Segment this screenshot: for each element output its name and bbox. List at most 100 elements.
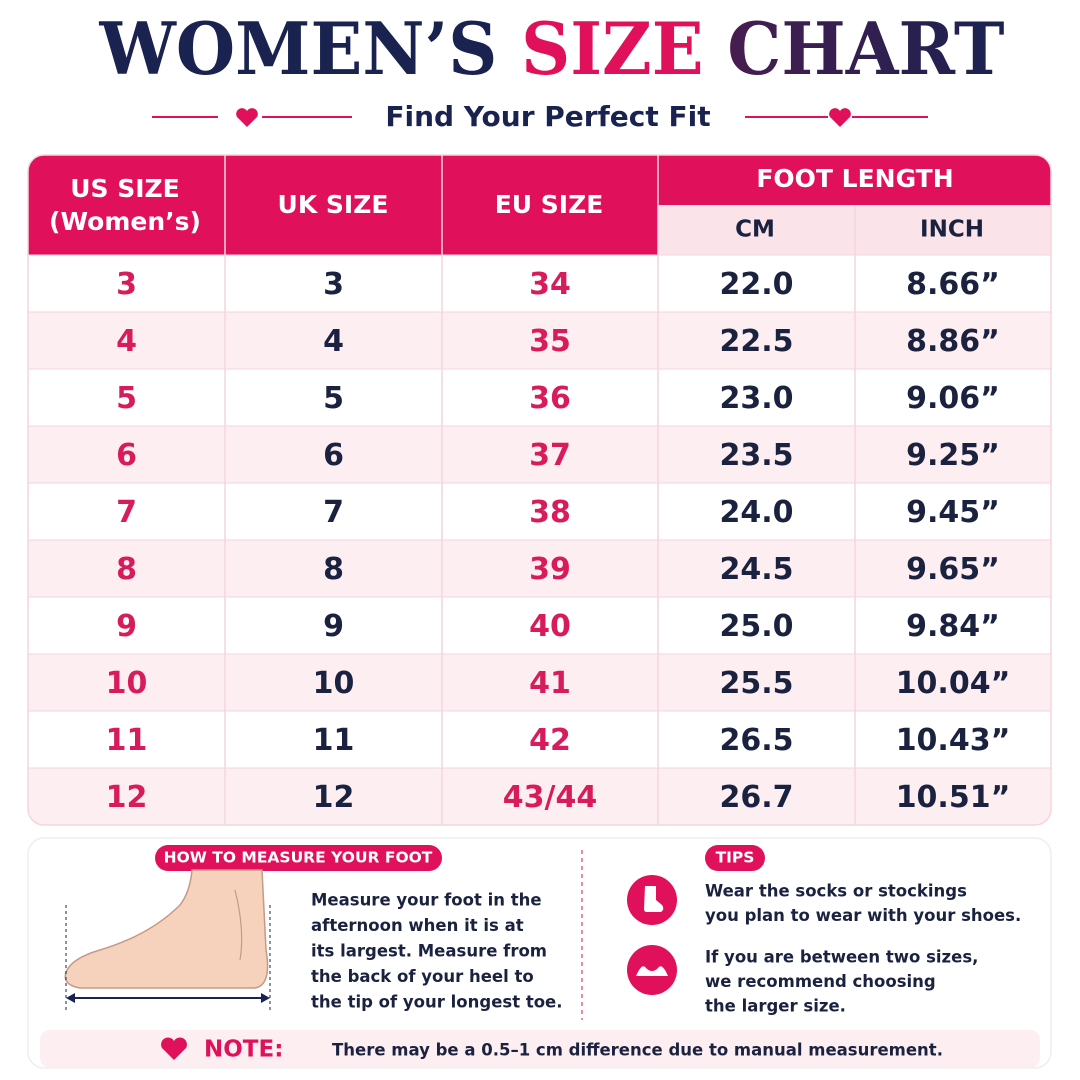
foot-illustration <box>64 869 271 1010</box>
table-row <box>28 768 1051 825</box>
header-cell: EU SIZE <box>495 190 604 219</box>
table-row <box>28 483 1051 540</box>
table-cell: 11 <box>313 723 355 758</box>
header-cell: FOOT LENGTH <box>756 164 953 193</box>
header-cell: UK SIZE <box>278 190 389 219</box>
table-cell: 22.5 <box>719 324 793 359</box>
table-row <box>28 597 1051 654</box>
title-part: CHART <box>727 6 1004 91</box>
note-label: NOTE: <box>204 1037 283 1063</box>
table-cell: 8.66” <box>906 267 1000 302</box>
heart-icon <box>236 108 258 127</box>
table-cell: 40 <box>529 609 571 644</box>
measure-line: its largest. Measure from <box>311 942 547 961</box>
table-cell: 8 <box>116 552 137 587</box>
table-cell: 26.7 <box>719 780 793 815</box>
table-row <box>28 654 1051 711</box>
shoe-icon <box>627 945 677 995</box>
title-part: WOMEN’S <box>99 6 498 91</box>
table-cell: 5 <box>323 381 344 416</box>
table-cell: 36 <box>529 381 571 416</box>
table-cell: 3 <box>323 267 344 302</box>
tip-line: we recommend choosing <box>705 972 936 991</box>
table-cell: 24.0 <box>719 495 793 530</box>
table-cell: 10.04” <box>896 666 1011 701</box>
tip-line: you plan to wear with your shoes. <box>705 906 1021 925</box>
subtitle: Find Your Perfect Fit <box>385 100 710 133</box>
tips-text: Wear the socks or stockings you plan to w… <box>705 882 1021 1016</box>
table-cell: 12 <box>313 780 355 815</box>
header-cell: CM <box>735 217 775 243</box>
table-cell: 8.86” <box>906 324 1000 359</box>
table-cell: 9.45” <box>906 495 1000 530</box>
table-cell: 12 <box>106 780 148 815</box>
label-pill <box>705 845 765 871</box>
title: WOMEN’S SIZE CHART <box>99 6 1005 91</box>
table-cell: 23.0 <box>719 381 793 416</box>
sock-shape <box>644 886 664 912</box>
table-cell: 8 <box>323 552 344 587</box>
table-cell: 41 <box>529 666 571 701</box>
table-cell: 4 <box>116 324 137 359</box>
table-cell: 10.51” <box>896 780 1011 815</box>
tips-label: TIPS <box>716 849 755 867</box>
table-row <box>28 426 1051 483</box>
table-cell: 6 <box>323 438 344 473</box>
table-cell: 10 <box>313 666 355 701</box>
table-cell: 7 <box>116 495 137 530</box>
table-row <box>28 312 1051 369</box>
measure-line: the back of your heel to <box>311 967 534 986</box>
table-cell: 9 <box>116 609 137 644</box>
tip-line: the larger size. <box>705 997 846 1016</box>
table-cell: 3 <box>116 267 137 302</box>
table-cell: 22.0 <box>719 267 793 302</box>
table-cell: 5 <box>116 381 137 416</box>
header-cell: INCH <box>920 217 984 243</box>
heart-icon <box>829 108 851 127</box>
header-cell: (Women’s) <box>49 207 201 236</box>
measure-line: the tip of your longest toe. <box>311 993 563 1012</box>
table-cell: 9.65” <box>906 552 1000 587</box>
table-cell: 10 <box>106 666 148 701</box>
title-part: SIZE <box>521 6 704 91</box>
label-pill <box>155 845 442 871</box>
measure-text: Measure your foot in the afternoon when i… <box>311 891 563 1012</box>
table-cell: 25.0 <box>719 609 793 644</box>
table-cell: 10.43” <box>896 723 1011 758</box>
tip-line: If you are between two sizes, <box>705 948 978 967</box>
table-row <box>28 255 1051 312</box>
table-cell: 9 <box>323 609 344 644</box>
header-cell: US SIZE <box>70 174 180 203</box>
table-border <box>27 154 1052 826</box>
table-cell: 7 <box>323 495 344 530</box>
table-row <box>28 369 1051 426</box>
table-cell: 9.06” <box>906 381 1000 416</box>
table-cell: 24.5 <box>719 552 793 587</box>
measure-line: afternoon when it is at <box>311 916 524 935</box>
table-row <box>28 711 1051 768</box>
table-cell: 9.25” <box>906 438 1000 473</box>
table-cell: 39 <box>529 552 571 587</box>
shoe-shape <box>636 966 668 976</box>
table-cell: 35 <box>529 324 571 359</box>
table-cell: 42 <box>529 723 571 758</box>
table-cell: 9.84” <box>906 609 1000 644</box>
note-bar <box>40 1030 1040 1068</box>
measure-line: Measure your foot in the <box>311 891 542 910</box>
table-row <box>28 540 1051 597</box>
tip-line: Wear the socks or stockings <box>705 882 967 901</box>
table-cell: 6 <box>116 438 137 473</box>
size-table <box>28 155 1051 825</box>
table-cell: 37 <box>529 438 571 473</box>
table-cell: 34 <box>529 267 571 302</box>
table-cell: 43/44 <box>503 780 597 815</box>
table-cell: 4 <box>323 324 344 359</box>
table-cell: 26.5 <box>719 723 793 758</box>
table-cell: 23.5 <box>719 438 793 473</box>
table-cell: 25.5 <box>719 666 793 701</box>
table-cell: 38 <box>529 495 571 530</box>
note-text: There may be a 0.5–1 cm difference due t… <box>332 1041 943 1060</box>
heart-icon <box>161 1037 187 1060</box>
measure-label: HOW TO MEASURE YOUR FOOT <box>164 849 433 867</box>
